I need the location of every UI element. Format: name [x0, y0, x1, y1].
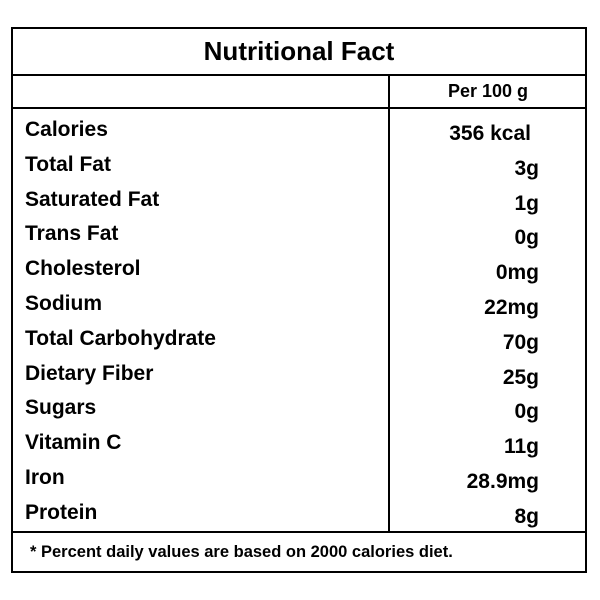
- nutrient-value: 0g: [514, 400, 539, 424]
- footnote: * Percent daily values are based on 2000…: [13, 531, 585, 571]
- nutrient-value: 356 kcal: [449, 122, 531, 145]
- nutrient-name: Vitamin C: [25, 431, 122, 455]
- nutrient-name: Protein: [25, 500, 98, 524]
- nutrient-row-sugars: Sugars 0g: [13, 393, 585, 428]
- nutrient-name: Total Carbohydrate: [25, 326, 216, 350]
- nutrient-value: 3g: [514, 156, 539, 180]
- nutrient-row-total-carbohydrate: Total Carbohydrate 70g: [13, 324, 585, 359]
- nutrient-name: Sugars: [25, 396, 97, 420]
- nutrient-name: Calories: [25, 118, 108, 141]
- nutrient-name: Trans Fat: [25, 222, 119, 246]
- nutrient-row-calories: Calories 356 kcal: [13, 115, 585, 150]
- nutrition-label: Nutritional Fact Per 100 g Calories 356 …: [11, 27, 587, 573]
- nutrient-value: 70g: [502, 330, 539, 354]
- nutrient-value: 28.9mg: [466, 469, 539, 493]
- nutrient-name: Cholesterol: [25, 257, 141, 281]
- nutrient-row-iron: Iron 28.9mg: [13, 463, 585, 498]
- nutrient-value: 25g: [502, 365, 539, 389]
- nutrient-row-vitamin-c: Vitamin C 11g: [13, 428, 585, 463]
- nutrient-rows: Calories 356 kcal Total Fat 3g Saturated…: [13, 115, 585, 533]
- nutrient-name: Iron: [25, 465, 65, 489]
- nutrient-row-protein: Protein 8g: [13, 498, 585, 533]
- nutrient-row-trans-fat: Trans Fat 0g: [13, 219, 585, 254]
- nutrient-row-cholesterol: Cholesterol 0mg: [13, 254, 585, 289]
- nutrient-value: 11g: [503, 435, 539, 459]
- nutrient-value: 0g: [514, 226, 539, 250]
- column-divider: [388, 76, 390, 532]
- nutrient-value: 1g: [514, 191, 539, 215]
- nutrient-value: 0mg: [495, 261, 539, 285]
- nutrient-name: Dietary Fiber: [25, 361, 154, 385]
- nutrient-value: 8g: [514, 504, 539, 528]
- nutrient-value: 22mg: [484, 295, 539, 319]
- nutrient-row-saturated-fat: Saturated Fat 1g: [13, 185, 585, 220]
- column-header-row: Per 100 g: [13, 76, 585, 109]
- nutrient-name: Saturated Fat: [25, 187, 160, 211]
- nutrient-row-total-fat: Total Fat 3g: [13, 150, 585, 185]
- nutrient-name: Sodium: [25, 291, 102, 315]
- label-title: Nutritional Fact: [13, 29, 585, 76]
- nutrient-name: Total Fat: [25, 152, 111, 176]
- nutrient-row-sodium: Sodium 22mg: [13, 289, 585, 324]
- per-100g-header: Per 100 g: [447, 81, 529, 101]
- nutrient-row-dietary-fiber: Dietary Fiber 25g: [13, 359, 585, 394]
